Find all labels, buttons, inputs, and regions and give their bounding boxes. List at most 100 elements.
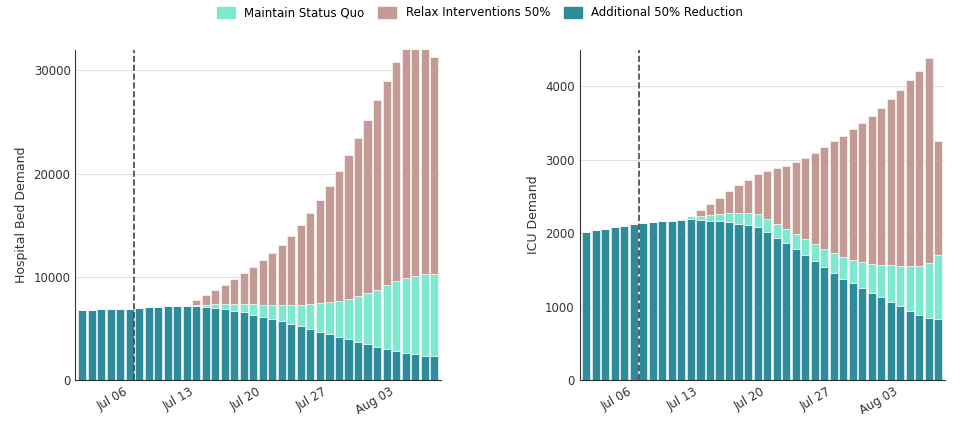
Bar <box>754 214 761 227</box>
Bar <box>706 221 714 380</box>
Bar <box>354 138 362 296</box>
Bar <box>887 99 895 265</box>
Bar <box>335 172 343 301</box>
Bar <box>364 344 372 380</box>
Bar <box>192 305 201 306</box>
Bar <box>678 219 685 220</box>
Bar <box>401 45 410 278</box>
Bar <box>696 210 705 216</box>
Bar <box>829 273 838 380</box>
Bar <box>420 356 429 380</box>
Bar <box>773 168 780 224</box>
Bar <box>734 185 743 213</box>
Bar <box>145 307 153 380</box>
Bar <box>392 351 400 380</box>
Bar <box>277 245 286 305</box>
Bar <box>839 136 848 257</box>
Bar <box>924 263 933 318</box>
Bar <box>211 308 219 380</box>
Bar <box>192 306 201 380</box>
Bar <box>583 232 590 380</box>
Bar <box>858 123 866 262</box>
Bar <box>858 262 866 288</box>
Bar <box>306 304 315 329</box>
Bar <box>801 158 809 239</box>
Bar <box>297 225 305 305</box>
Bar <box>97 309 106 380</box>
Bar <box>230 311 238 380</box>
Bar <box>706 215 714 221</box>
Bar <box>297 327 305 380</box>
Bar <box>801 239 809 255</box>
Bar <box>430 274 438 356</box>
Bar <box>325 302 333 334</box>
Bar <box>364 293 372 344</box>
Bar <box>782 165 790 229</box>
Bar <box>269 319 276 380</box>
Bar <box>687 216 695 219</box>
Bar <box>887 265 895 302</box>
Bar <box>877 265 885 297</box>
Bar <box>182 305 191 380</box>
Bar <box>373 346 381 380</box>
Bar <box>782 229 790 244</box>
Bar <box>411 354 420 380</box>
Bar <box>915 71 924 266</box>
Bar <box>687 219 695 380</box>
Bar <box>221 304 228 309</box>
Bar <box>696 216 705 220</box>
Bar <box>335 301 343 337</box>
Bar <box>259 260 267 305</box>
Bar <box>87 310 96 380</box>
Bar <box>839 257 848 279</box>
Bar <box>316 200 324 303</box>
Bar <box>354 296 362 342</box>
Bar <box>411 276 420 354</box>
Bar <box>868 264 876 293</box>
Bar <box>820 267 828 380</box>
Bar <box>877 108 885 265</box>
Bar <box>364 120 372 293</box>
Bar <box>905 80 914 266</box>
Bar <box>250 304 257 314</box>
Bar <box>277 321 286 380</box>
Bar <box>715 198 724 214</box>
Bar <box>829 141 838 253</box>
Bar <box>792 234 800 249</box>
Bar <box>287 235 296 305</box>
Bar <box>820 147 828 249</box>
Bar <box>792 162 800 234</box>
Bar <box>858 288 866 380</box>
Bar <box>849 260 856 283</box>
Bar <box>345 299 352 339</box>
Bar <box>782 244 790 380</box>
Bar <box>744 180 752 213</box>
Bar <box>611 227 619 380</box>
Bar <box>734 213 743 224</box>
Bar <box>924 318 933 380</box>
Bar <box>250 314 257 380</box>
Bar <box>763 171 771 219</box>
Bar <box>373 100 381 290</box>
Bar <box>297 305 305 327</box>
Bar <box>287 305 296 324</box>
Bar <box>401 278 410 353</box>
Bar <box>868 293 876 380</box>
Bar <box>725 213 733 222</box>
Bar <box>810 153 819 244</box>
Y-axis label: ICU Demand: ICU Demand <box>527 175 540 254</box>
Bar <box>829 253 838 273</box>
Bar <box>420 21 429 274</box>
Bar <box>849 129 856 260</box>
Bar <box>810 261 819 380</box>
Bar <box>639 223 647 380</box>
Bar <box>696 220 705 380</box>
Bar <box>715 214 724 222</box>
Bar <box>734 224 743 380</box>
Bar <box>773 238 780 380</box>
Bar <box>744 225 752 380</box>
Bar <box>668 221 676 380</box>
Bar <box>316 332 324 380</box>
Bar <box>887 302 895 380</box>
Bar <box>250 267 257 304</box>
